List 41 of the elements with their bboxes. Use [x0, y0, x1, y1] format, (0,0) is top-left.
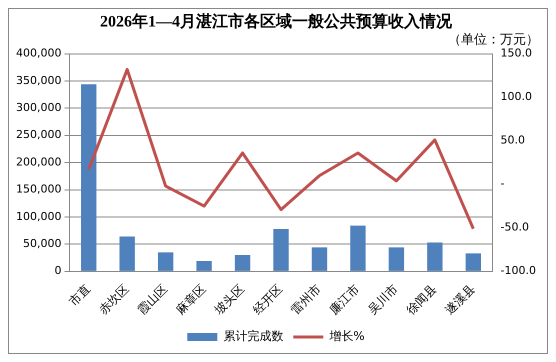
x-tick-label: 廉江市 [326, 282, 362, 318]
y-tick-label: 0 [54, 264, 62, 278]
y2-tick-label: -50.0 [500, 220, 530, 234]
x-tick-label: 吴川市 [365, 282, 401, 318]
bar [196, 261, 212, 271]
y2-tick-label: 50.0 [500, 134, 526, 147]
y-tick-label: 300,000 [16, 101, 62, 114]
x-tick-label: 徐闻县 [404, 282, 440, 318]
bar [119, 236, 135, 271]
legend-label: 累计完成数 [223, 329, 284, 344]
x-tick-label: 遂溪县 [442, 282, 478, 318]
bar [234, 255, 250, 271]
bar [158, 252, 174, 271]
bar [388, 247, 404, 271]
bar [273, 228, 289, 271]
y2-tick-label: -100.0 [500, 264, 536, 278]
x-tick-label: 霞山区 [134, 282, 170, 318]
x-tick-label: 赤坎区 [96, 282, 132, 318]
bar [350, 226, 366, 271]
y-tick-label: 400,000 [16, 46, 62, 60]
y2-tick-label: - [500, 177, 505, 190]
x-tick-label: 麻章区 [173, 282, 208, 318]
chart-subtitle: （单位：万元） [448, 32, 539, 48]
bar [81, 84, 96, 271]
y-tick-label: 200,000 [16, 155, 62, 168]
y-tick-label: 50,000 [22, 237, 62, 250]
legend-label: 增长% [328, 329, 365, 344]
bar [427, 242, 443, 271]
chart-title: 2026年1—4月湛江市各区域一般公共预算收入情况 [100, 12, 453, 31]
x-tick-label: 市直 [66, 282, 94, 309]
bar [466, 253, 482, 271]
x-tick-label: 雷州市 [288, 282, 324, 318]
x-tick-label: 坡头区 [210, 282, 247, 318]
bar [312, 247, 328, 271]
y-tick-label: 100,000 [16, 210, 62, 223]
y2-tick-label: 150.0 [500, 46, 532, 60]
y-tick-label: 150,000 [16, 182, 62, 196]
y-tick-label: 350,000 [16, 74, 62, 87]
y-tick-label: 250,000 [16, 128, 62, 142]
x-tick-label: 经开区 [250, 282, 286, 318]
y2-tick-label: 100.0 [500, 90, 532, 104]
